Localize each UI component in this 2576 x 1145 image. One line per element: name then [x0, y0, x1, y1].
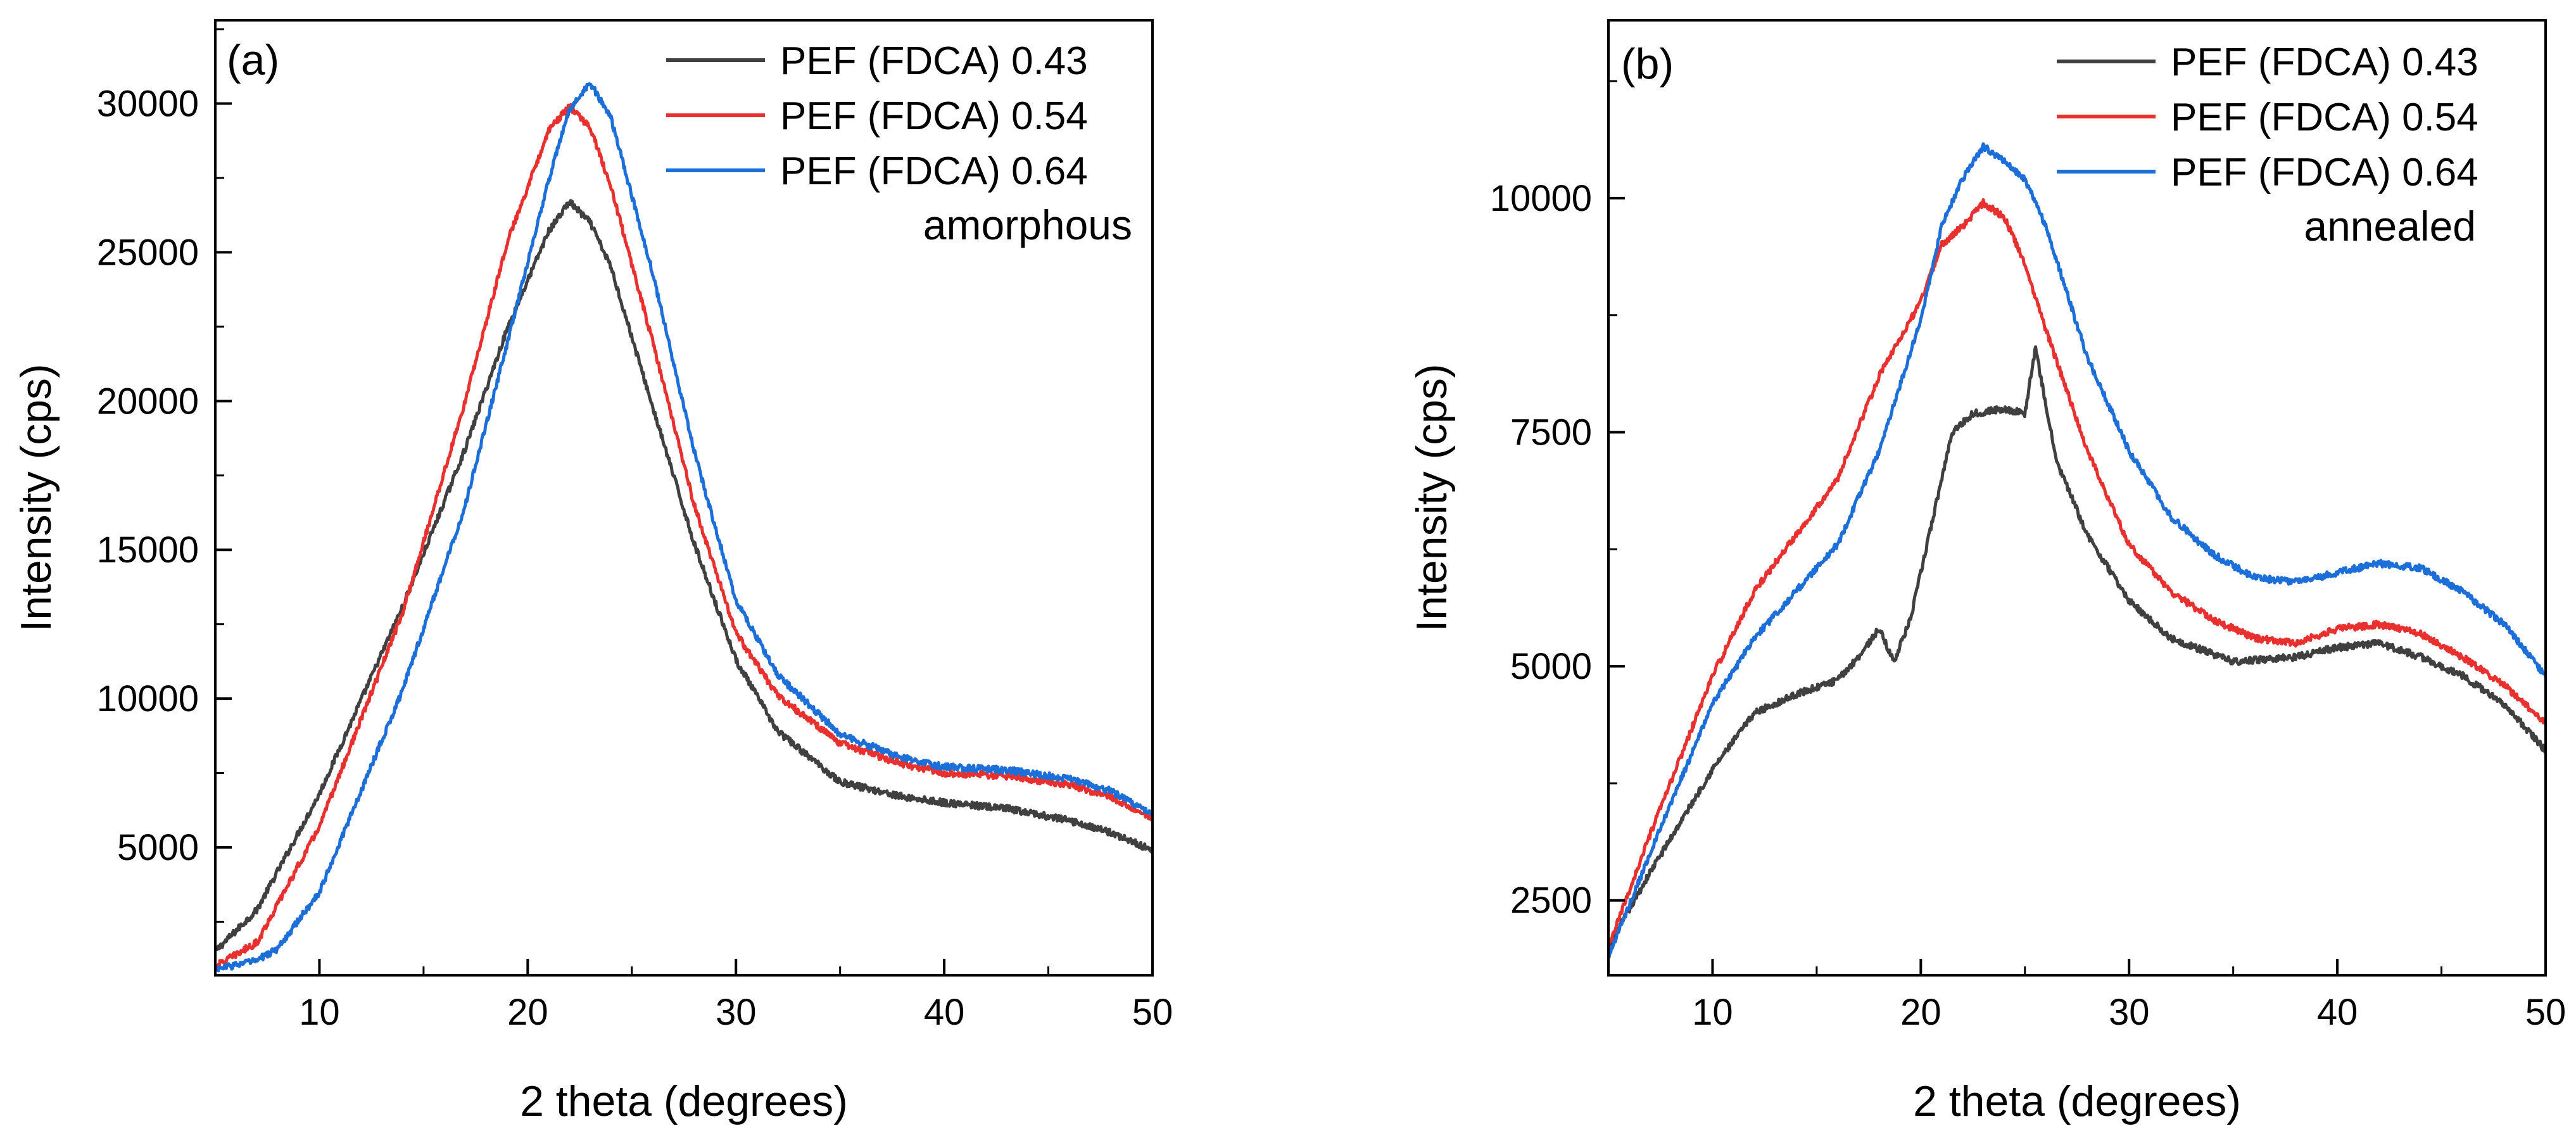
panel-a-series-layer	[215, 82, 1152, 973]
panel-b-series-line-2	[1608, 142, 2546, 959]
panel-a-legend-label-2: PEF (FDCA) 0.64	[780, 149, 1088, 193]
panel-a-y-tick-label-2: 15000	[97, 529, 199, 571]
panel-a-y-tick-label-4: 25000	[97, 232, 199, 273]
panel-a-x-axis-title: 2 theta (degrees)	[520, 1077, 848, 1125]
panel-b-y-tick-label-0: 2500	[1510, 880, 1592, 921]
panel-b-legend: PEF (FDCA) 0.43 PEF (FDCA) 0.54 PEF (FDC…	[2057, 41, 2478, 194]
panel-b-y-tick-label-1: 5000	[1510, 646, 1592, 687]
panel-b-legend-label-0: PEF (FDCA) 0.43	[2171, 41, 2478, 84]
panel-a: 10 20 30 40 5050001000015000200002500030000 …	[12, 19, 1173, 1125]
panel-a-x-tick-label-0: 10	[299, 992, 340, 1033]
panel-a-ticks: 10 20 30 40 50 5000 10000 15000 20000 25000 30000	[97, 28, 1173, 1033]
panel-a-label: (a)	[227, 36, 279, 84]
panel-b-x-tick-label-3: 40	[2317, 992, 2358, 1033]
panel-a-y-tick-label-5: 30000	[97, 84, 199, 125]
panel-b-series-line-1	[1608, 198, 2546, 948]
panel-a-y-tick-label-0: 5000	[117, 827, 199, 868]
panel-b-x-tick-label-4: 50	[2525, 992, 2567, 1033]
panel-a-legend-label-1: PEF (FDCA) 0.54	[780, 94, 1088, 138]
panel-a-x-tick-label-3: 40	[924, 992, 965, 1033]
panel-a-x-tick-label-4: 50	[1132, 992, 1173, 1033]
panel-b-annotation: annealed	[2304, 203, 2476, 250]
panel-b-x-axis-title: 2 theta (degrees)	[1913, 1077, 2241, 1125]
panel-a-x-tick-label-2: 30	[716, 992, 757, 1033]
panel-b-y-axis-title: Intensity (cps)	[1408, 364, 1456, 631]
panel-b-y-tick-label-2: 7500	[1510, 412, 1592, 453]
panel-a-series-line-2	[215, 82, 1152, 973]
panel-b-x-tick-label-1: 20	[1900, 992, 1941, 1033]
panel-b: 10 20 30 40 50 2500 5000 7500 10000 (b) 2 theta …	[1408, 19, 2567, 1125]
panel-a-plot-frame	[214, 19, 1154, 977]
panel-b-legend-label-2: PEF (FDCA) 0.64	[2171, 151, 2478, 194]
panel-b-ticks: 10 20 30 40 50 2500 5000 7500 10000	[1490, 80, 2567, 1033]
panel-a-legend: PEF (FDCA) 0.43 PEF (FDCA) 0.54 PEF (FDC…	[666, 39, 1088, 193]
panel-a-legend-label-0: PEF (FDCA) 0.43	[780, 39, 1088, 83]
panel-a-series-line-1	[215, 103, 1152, 970]
panel-b-series-layer	[1608, 142, 2546, 959]
panel-a-series-line-0	[215, 199, 1152, 952]
panel-a-y-tick-label-1: 10000	[97, 678, 199, 719]
panel-a-y-tick-label-3: 20000	[97, 381, 199, 422]
panel-b-plot-frame	[1607, 19, 2547, 977]
panel-b-y-tick-label-3: 10000	[1490, 178, 1592, 219]
panel-b-x-tick-label-0: 10	[1692, 992, 1733, 1033]
panel-a-annotation: amorphous	[923, 201, 1132, 248]
panel-a-x-tick-label-1: 20	[507, 992, 548, 1033]
panel-b-x-tick-label-2: 30	[2109, 992, 2150, 1033]
panel-a-y-axis-title: Intensity (cps)	[12, 364, 60, 631]
panel-b-label: (b)	[1621, 40, 1674, 88]
panel-b-series-line-0	[1608, 345, 2546, 948]
panel-b-legend-label-1: PEF (FDCA) 0.54	[2171, 96, 2478, 139]
